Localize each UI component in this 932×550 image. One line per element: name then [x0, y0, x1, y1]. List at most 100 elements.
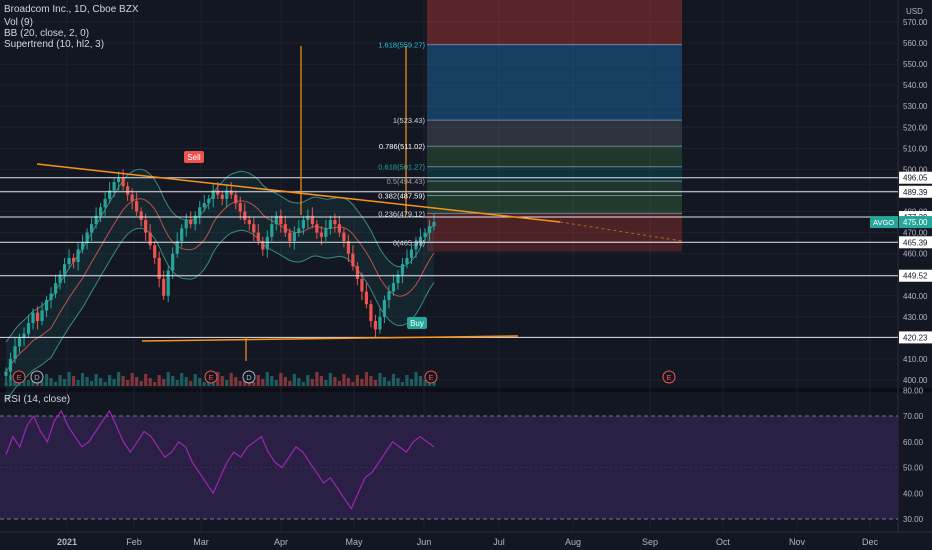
- volume-bar: [67, 372, 71, 386]
- fib-level-label: 0.618(501.27): [378, 163, 425, 172]
- rsi-tick-label: 40.00: [903, 489, 924, 498]
- time-tick-label: 2021: [57, 537, 77, 547]
- volume-bar: [126, 380, 130, 386]
- indicator-supertrend[interactable]: Supertrend (10, hl2, 3): [4, 39, 105, 50]
- candle-body: [80, 243, 85, 250]
- volume-bar: [94, 374, 98, 386]
- volume-bar: [279, 373, 283, 386]
- candle-body: [270, 224, 274, 237]
- candle-body: [274, 215, 278, 225]
- candle-body: [324, 228, 328, 237]
- rsi-line: [5, 409, 435, 510]
- volume-bar: [103, 382, 107, 386]
- trendline-extension: [559, 221, 683, 242]
- volume-bar: [238, 381, 242, 386]
- candle-body: [360, 278, 364, 292]
- descending-trendline[interactable]: [36, 163, 561, 223]
- price-tick-label: 570.00: [903, 18, 928, 27]
- candle-body: [256, 232, 260, 242]
- event-marker[interactable]: [30, 370, 44, 384]
- candle-body: [382, 299, 387, 317]
- candle-body: [76, 249, 80, 263]
- candle-body: [44, 299, 49, 311]
- event-marker[interactable]: [204, 370, 218, 384]
- indicator-bollinger[interactable]: BB (20, close, 2, 0): [4, 28, 90, 39]
- candle-body: [108, 190, 112, 199]
- volume-bar: [369, 376, 373, 386]
- volume-bar: [62, 379, 67, 386]
- candle-body: [229, 190, 233, 195]
- panel-separator: [0, 388, 932, 392]
- time-tick-label: Aug: [565, 537, 581, 547]
- candle-body: [243, 211, 247, 220]
- volume-bar: [319, 376, 323, 386]
- price-level-tag-text: 489.39: [903, 188, 928, 197]
- candle-body: [130, 194, 134, 201]
- support-trendline[interactable]: [141, 335, 519, 342]
- candle-body: [180, 228, 184, 242]
- event-marker-text: E: [208, 373, 213, 382]
- candle-body: [396, 274, 400, 284]
- fibonacci-labels: 1.618(559.27) 1(523.43) 0.786(511.02) 0.618…: [378, 41, 425, 248]
- volume-bar: [135, 377, 139, 386]
- candle-body: [234, 194, 238, 204]
- event-marker[interactable]: [424, 370, 438, 384]
- volume-bar: [301, 382, 305, 386]
- volume-bar: [396, 378, 400, 386]
- price-tick-label: 410.00: [903, 355, 928, 364]
- volume-bar: [144, 374, 148, 386]
- candle-body: [346, 241, 350, 254]
- volume-bar: [364, 372, 369, 386]
- rsi-title[interactable]: RSI (14, close): [4, 394, 71, 405]
- event-marker[interactable]: [662, 370, 676, 384]
- bb-basis: [5, 198, 435, 372]
- volume-bar: [288, 381, 292, 386]
- currency-label: USD: [906, 7, 923, 16]
- volume-bar: [44, 374, 49, 386]
- candle-body: [8, 358, 13, 372]
- candle-body: [85, 232, 89, 244]
- candle-body: [126, 186, 130, 195]
- candle-body: [238, 203, 242, 212]
- event-marker-text: E: [428, 373, 433, 382]
- fib-zone: [427, 166, 682, 182]
- volume-bar: [130, 373, 134, 386]
- candle-body: [391, 283, 396, 292]
- candle-body: [211, 190, 215, 199]
- indicator-volume[interactable]: Vol (9): [4, 17, 33, 28]
- signal-badge-text: Buy: [410, 319, 424, 328]
- candle-body: [292, 232, 296, 242]
- candle-body: [409, 249, 414, 258]
- time-axis[interactable]: 2021 Feb Mar Apr May Jun Jul Aug Sep Oct Nov Dec: [57, 537, 879, 547]
- signal-badge: [184, 151, 204, 163]
- candle-body: [62, 264, 67, 275]
- candle-body: [220, 194, 224, 199]
- fib-level-label: 0.786(511.02): [379, 142, 426, 151]
- volume-bar: [324, 380, 328, 386]
- candle-body: [337, 224, 341, 233]
- price-level-tag-text: 465.39: [903, 238, 928, 247]
- candle-body: [139, 211, 143, 220]
- candle-body: [193, 215, 197, 225]
- event-marker[interactable]: [12, 370, 26, 384]
- volume-bar: [423, 380, 427, 386]
- candle-body: [432, 222, 436, 227]
- volume-bar: [216, 372, 220, 386]
- event-marker-text: D: [34, 373, 40, 382]
- rsi-tick-label: 60.00: [903, 438, 924, 447]
- time-tick-label: Nov: [789, 537, 806, 547]
- last-price-tag-text: 475.00: [903, 218, 928, 227]
- price-tick-label: 430.00: [903, 313, 928, 322]
- volume-bar: [333, 377, 337, 386]
- volume-bar: [99, 378, 103, 386]
- price-level-tag: [899, 269, 932, 282]
- trend-lines[interactable]: [36, 46, 683, 361]
- rsi-tick-label: 50.00: [903, 464, 924, 473]
- candle-body: [4, 371, 8, 376]
- candle-body: [355, 266, 360, 279]
- price-axis[interactable]: 400.00410.00420.00430.00440.00450.00460.…: [870, 18, 932, 524]
- event-marker[interactable]: [242, 370, 256, 384]
- candle-body: [216, 190, 220, 195]
